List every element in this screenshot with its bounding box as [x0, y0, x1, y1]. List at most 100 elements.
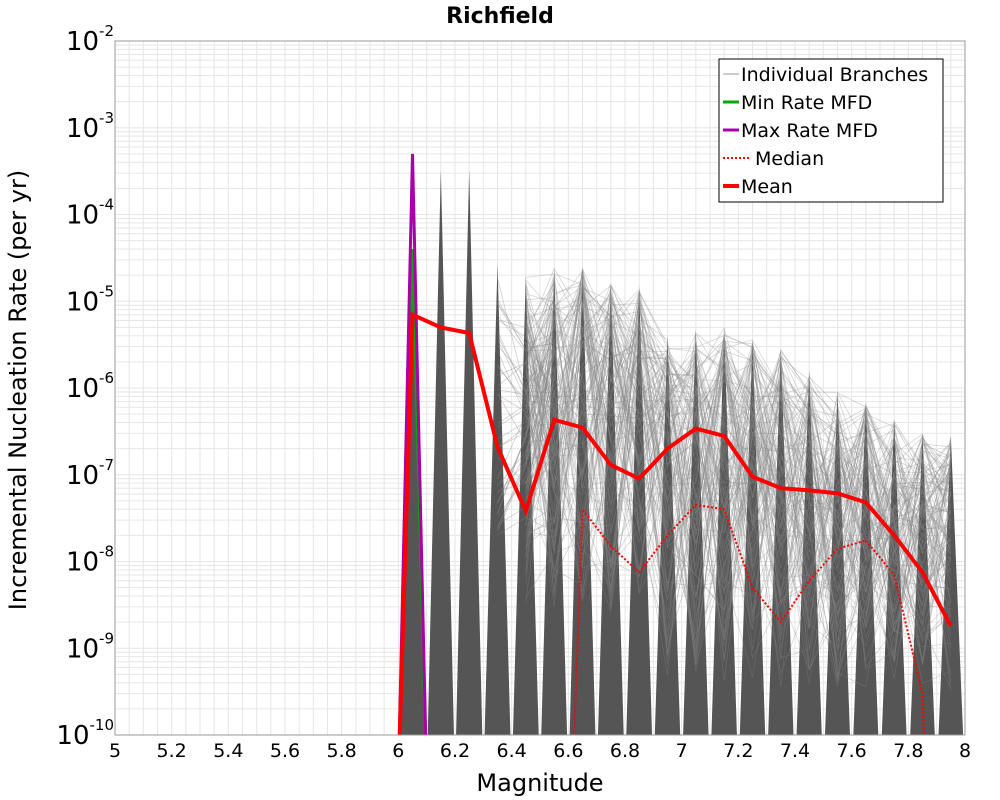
branch-line: [525, 282, 952, 616]
branch-line: [525, 329, 952, 691]
branch-line: [497, 347, 555, 396]
branch-line: [497, 364, 555, 407]
branch-line: [525, 287, 952, 626]
x-tick-label: 6.6: [553, 740, 583, 762]
x-tick-label: 7.6: [837, 740, 867, 762]
branch-line: [525, 315, 951, 663]
branch-line: [525, 304, 951, 618]
x-tick-label: 6.4: [497, 740, 527, 762]
branch-line: [497, 283, 555, 328]
branch-line: [525, 316, 952, 689]
branch-line: [525, 286, 951, 603]
branch-spike: [626, 285, 653, 735]
branch-line: [525, 283, 952, 592]
branch-line: [525, 326, 951, 681]
branch-line: [525, 295, 952, 604]
y-axis-ticks: 10-10 10-9 10-8 10-7 10-6 10-5 10-4 10-3 10-2: [56, 22, 114, 751]
x-tick-label: 5.4: [213, 740, 243, 762]
branch-line: [525, 320, 952, 663]
branch-line: [525, 289, 952, 653]
branch-line: [525, 273, 952, 679]
branch-line: [525, 278, 952, 650]
branch-line: [497, 345, 555, 380]
branch-spike: [399, 249, 426, 735]
branch-line: [525, 279, 952, 652]
branch-line: [525, 293, 951, 651]
branch-line: [525, 284, 951, 616]
branch-line: [525, 297, 952, 633]
branch-line: [497, 330, 555, 405]
x-axis-label: Magnitude: [476, 769, 603, 797]
branch-line: [497, 302, 555, 515]
x-axis-ticks: 5 5.2 5.4 5.6 5.8 6 6.2 6.4 6.6 6.8 7 7.2 7.4 7.6 7.8 8: [109, 740, 971, 762]
branch-line: [525, 276, 952, 666]
branch-line: [525, 321, 952, 676]
x-tick-label: 5: [109, 740, 121, 762]
branch-line: [525, 316, 952, 660]
branch-line: [525, 321, 952, 687]
branch-line: [497, 297, 555, 480]
legend-entry-label: Max Rate MFD: [741, 120, 878, 142]
branch-line: [525, 301, 952, 614]
legend: Individual Branches Min Rate MFD Max Rate …: [718, 58, 944, 203]
branch-line: [525, 333, 952, 678]
branch-line: [525, 291, 952, 625]
branch-line: [497, 365, 555, 487]
legend-entry-label: Mean: [741, 176, 793, 198]
branch-line: [525, 298, 952, 623]
branch-line: [497, 355, 555, 503]
branch-line: [525, 269, 952, 656]
branch-spike: [824, 391, 851, 735]
branch-line: [497, 298, 555, 376]
branch-line: [497, 338, 555, 409]
branch-line: [525, 318, 952, 684]
branch-line: [525, 333, 951, 647]
branch-line: [525, 321, 952, 609]
branch-line: [497, 304, 555, 514]
y-tick-label: 10-10: [56, 716, 114, 751]
branch-line: [497, 316, 555, 505]
branch-line: [525, 342, 952, 634]
branch-line: [497, 333, 555, 424]
median-line: [573, 503, 925, 735]
branch-line: [497, 352, 555, 449]
branch-line: [525, 319, 952, 676]
branch-line: [525, 284, 952, 638]
x-tick-label: 7: [676, 740, 688, 762]
branch-line: [525, 347, 952, 666]
branch-spike: [853, 401, 879, 735]
x-tick-label: 7.2: [723, 740, 753, 762]
branch-line: [525, 293, 952, 587]
branch-line: [525, 286, 952, 688]
branch-line: [525, 328, 951, 619]
branch-line: [497, 300, 555, 338]
branch-line: [525, 294, 952, 669]
branch-line: [497, 378, 555, 494]
branch-line: [525, 311, 952, 613]
y-tick-label: 10-6: [66, 369, 114, 404]
branch-line: [525, 361, 952, 629]
branch-line: [525, 290, 952, 637]
y-axis-label: Incremental Nucleation Rate (per yr): [4, 170, 32, 610]
branch-spike: [427, 169, 454, 735]
branch-spike: [456, 169, 483, 735]
branch-line: [525, 308, 952, 612]
branch-line: [525, 293, 952, 650]
branch-spike: [541, 266, 568, 735]
branch-line: [525, 322, 952, 640]
branch-line: [525, 289, 951, 651]
branch-spike: [683, 328, 709, 735]
branch-line: [525, 284, 952, 569]
legend-box: [718, 58, 944, 203]
y-tick-label: 10-7: [66, 456, 114, 491]
branch-line: [525, 298, 951, 661]
branch-line: [525, 343, 951, 591]
branch-line: [497, 393, 555, 443]
branch-line: [525, 338, 952, 683]
branch-line: [525, 279, 952, 661]
branch-line: [525, 313, 951, 664]
branch-line: [497, 366, 555, 402]
plot-area: [397, 153, 964, 735]
branch-line: [497, 277, 555, 457]
